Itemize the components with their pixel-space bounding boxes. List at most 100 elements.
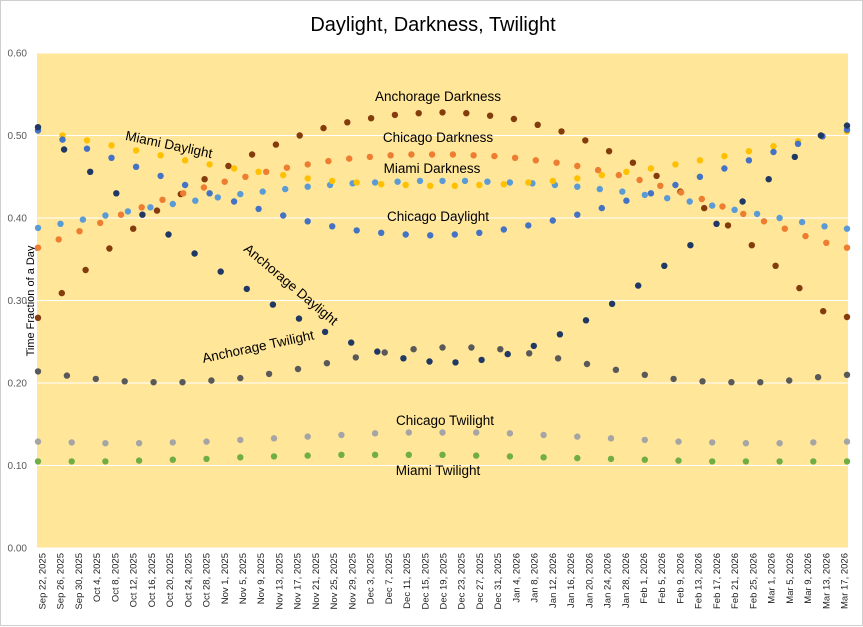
data-point [391, 111, 399, 119]
data-point [117, 211, 125, 218]
data-point [135, 440, 143, 447]
data-point [451, 182, 458, 189]
data-point [534, 121, 541, 128]
x-tick-label: Nov 5, 2025 [238, 553, 249, 604]
x-tick-label: Jan 28, 2026 [621, 553, 632, 608]
series-anchorage-darkness [34, 109, 851, 321]
data-point [408, 151, 415, 158]
data-point [59, 136, 66, 143]
data-point [554, 355, 562, 362]
data-point [817, 132, 825, 139]
data-point [742, 440, 750, 447]
data-point [653, 172, 660, 180]
x-tick-label: Oct 12, 2025 [129, 553, 140, 607]
data-point [97, 219, 104, 227]
data-point [400, 355, 407, 362]
data-point [699, 378, 706, 385]
data-point [657, 182, 664, 189]
data-point [449, 151, 457, 158]
x-tick-label: Feb 25, 2026 [748, 553, 759, 609]
data-point [748, 242, 755, 249]
data-point [540, 454, 547, 461]
x-tick-label: Nov 29, 2025 [347, 553, 358, 610]
data-point [439, 429, 446, 436]
y-axis-ticks: 0.00 0.10 0.20 0.30 0.40 0.50 0.60 [8, 49, 28, 555]
series-anchorage-twilight [34, 344, 851, 386]
data-point [675, 457, 682, 464]
data-point [724, 222, 732, 229]
data-point [623, 168, 630, 175]
data-point [647, 165, 655, 172]
x-tick-label: Feb 9, 2026 [675, 553, 686, 604]
data-point [532, 157, 539, 164]
x-tick-label: Jan 16, 2026 [566, 553, 577, 608]
data-point [843, 438, 851, 445]
data-point [83, 145, 91, 152]
data-point [230, 165, 238, 172]
data-point [394, 178, 401, 185]
data-point [150, 379, 157, 386]
data-point [506, 453, 514, 460]
x-tick-label: Nov 25, 2025 [329, 553, 340, 610]
data-point [203, 455, 210, 463]
data-point [68, 458, 75, 465]
data-point [525, 222, 532, 229]
series-label: Chicago Twilight [396, 413, 494, 428]
data-point [556, 331, 564, 338]
data-point [206, 161, 213, 168]
data-point [549, 177, 556, 185]
data-point [139, 211, 146, 218]
data-point [701, 204, 708, 212]
data-point [55, 236, 62, 243]
data-point [765, 176, 772, 183]
gridlines [37, 52, 848, 549]
data-point [265, 370, 273, 378]
data-point [321, 328, 329, 336]
data-point [721, 152, 728, 160]
data-point [583, 360, 591, 368]
series-label: Miami Darkness [384, 161, 481, 176]
data-point [672, 181, 679, 189]
data-point [102, 458, 109, 465]
data-point [709, 439, 716, 446]
data-point [664, 195, 671, 202]
data-point [745, 157, 753, 164]
data-point [320, 124, 327, 132]
data-point [641, 436, 648, 444]
data-point [553, 159, 560, 166]
data-point [83, 137, 91, 144]
data-point [470, 152, 477, 159]
data-point [776, 458, 783, 465]
data-point [371, 451, 379, 458]
data-point [530, 342, 537, 350]
x-tick-label: Jan 12, 2026 [548, 553, 559, 608]
data-point [132, 147, 140, 154]
data-point [87, 168, 94, 175]
data-point [843, 458, 851, 465]
x-tick-label: Dec 7, 2025 [384, 553, 395, 604]
x-tick-label: Dec 23, 2025 [457, 553, 468, 610]
data-point [504, 350, 511, 358]
data-point [282, 185, 289, 193]
data-point [367, 115, 375, 122]
data-point [378, 181, 385, 188]
series-chicago-daylight [34, 126, 851, 239]
x-tick-label: Feb 1, 2026 [639, 553, 650, 604]
data-point [709, 202, 716, 209]
chart-title: Daylight, Darkness, Twilight [310, 14, 556, 36]
data-point [34, 224, 42, 232]
data-point [452, 359, 459, 366]
data-point [106, 245, 113, 252]
x-tick-label: Feb 13, 2026 [694, 553, 705, 609]
data-point [280, 171, 287, 179]
data-point [153, 207, 161, 214]
data-point [473, 429, 480, 436]
data-point [677, 189, 685, 196]
series-chicago-darkness [34, 151, 851, 251]
data-point [304, 161, 311, 168]
x-tick-label: Nov 17, 2025 [293, 553, 304, 610]
x-tick-label: Nov 13, 2025 [274, 553, 285, 610]
data-point [607, 455, 615, 463]
data-point [753, 210, 761, 218]
